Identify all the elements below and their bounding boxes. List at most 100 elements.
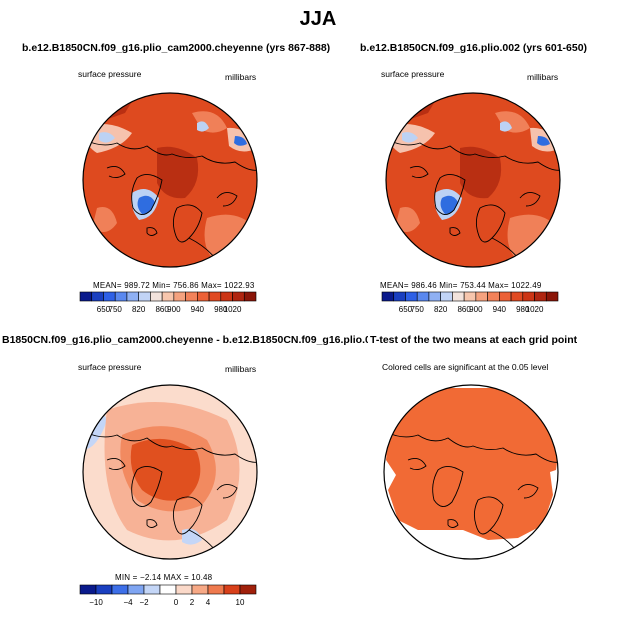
panel2-colorbar-box — [393, 291, 406, 302]
panel1-warm-patch-se — [204, 214, 255, 263]
panel1-colorbar-label: 750 — [109, 305, 123, 314]
panel3-units-label: millibars — [225, 364, 257, 374]
panel3-colorbar-label: 10 — [236, 598, 245, 607]
panel2-colorbar-box — [452, 291, 465, 302]
panel1-colorbar-box — [126, 291, 139, 302]
panel1-colorbar-label: 820 — [132, 305, 146, 314]
panel3-colorbar-label: −10 — [89, 598, 103, 607]
panel1-colorbar-label: 980 — [214, 305, 228, 314]
panel1-colorbar-box — [91, 291, 104, 302]
panel1-lightblue-patch — [99, 132, 115, 143]
panel2-lightblue-patch — [402, 132, 418, 143]
panel3-colorbar-box — [143, 584, 161, 595]
panel2-colorbar-box — [428, 291, 441, 302]
panel3-variable-label: surface pressure — [78, 362, 142, 372]
panel1-colorbar-box — [114, 291, 128, 302]
panel3-colorbar-labels: −10 −4 −2 0 2 4 10 — [89, 598, 245, 607]
panel2-colorbar-box — [510, 291, 524, 302]
panel1-blue-patch-ne — [234, 136, 247, 146]
panel1-colorbar-box — [150, 291, 163, 302]
panel1-colorbar-label: 940 — [191, 305, 205, 314]
panel3-colorbar-label: 0 — [174, 598, 179, 607]
panel1-colorbar-box — [232, 291, 245, 302]
panel4-title: T-test of the two means at each grid poi… — [370, 334, 578, 346]
panel2-colorbar-box — [545, 291, 559, 302]
panel3-map-border — [82, 384, 258, 560]
panel2-map — [385, 92, 561, 268]
panel3-map — [82, 384, 258, 560]
figure-title: JJA — [299, 8, 337, 30]
panel1-polar-dark — [157, 146, 199, 199]
panel2-colorbar-box — [440, 291, 453, 302]
panel2-warm-patch-se — [507, 214, 558, 263]
panel4-significant-region — [384, 388, 558, 540]
panel2-colorbar-label: 1020 — [526, 305, 544, 314]
panel2-polar-dark — [460, 146, 502, 199]
panel1-warm-patch-w — [92, 207, 117, 232]
panel2-colorbar-label: 820 — [434, 305, 448, 314]
panel2-colorbar-boxes — [381, 291, 559, 302]
panel2-colorbar-label: 650 — [399, 305, 413, 314]
panel1-colorbar-label: 900 — [167, 305, 181, 314]
panel1-title: b.e12.B1850CN.f09_g16.plio_cam2000.cheye… — [22, 42, 331, 54]
panel2-warm-patch-w — [395, 207, 420, 232]
panel3-colorbar-box — [175, 584, 193, 595]
panel4-map-border — [383, 384, 559, 560]
panel2-units-label: millibars — [527, 72, 559, 82]
panel4-subtitle: Colored cells are significant at the 0.0… — [382, 362, 549, 372]
panel1-units-label: millibars — [225, 72, 257, 82]
panel1-colorbar-box — [79, 291, 93, 302]
panel2-colorbar-box — [522, 291, 535, 302]
panel2-lightblue-patch-n — [500, 121, 512, 132]
panel3-colorbar-box — [191, 584, 209, 595]
panel2-colorbar-box — [416, 291, 430, 302]
panel1-colorbar-box — [173, 291, 186, 302]
panel2-colorbar-label: 750 — [411, 305, 425, 314]
panel1-map — [82, 92, 258, 268]
panel3-stats: MIN = −2.14 MAX = 10.48 — [115, 573, 213, 582]
panel3-title: B1850CN.f09_g16.plio_cam2000.cheyenne - … — [2, 334, 368, 346]
panel1-colorbar-box — [161, 291, 175, 302]
panel2-colorbar-box — [463, 291, 477, 302]
panel2-colorbar-label: 980 — [516, 305, 530, 314]
panel1-colorbar-label: 650 — [97, 305, 111, 314]
panel2-variable-label: surface pressure — [381, 69, 445, 79]
panel2-colorbar-box — [381, 291, 395, 302]
panel3-colorbar-label: 4 — [206, 598, 211, 607]
panel1-variable-label: surface pressure — [78, 69, 142, 79]
panel3-colorbar-boxes — [79, 584, 257, 595]
panel1-colorbar-label: 860 — [155, 305, 169, 314]
panel4-map — [383, 384, 559, 560]
panel3-negative-patch-s — [182, 528, 202, 545]
panel3-colorbar-label: 2 — [190, 598, 195, 607]
panel1-colorbar-label: 1020 — [224, 305, 242, 314]
panel3-colorbar-box — [111, 584, 129, 595]
panel2-colorbar-box — [487, 291, 500, 302]
panel1-map-border — [82, 92, 258, 268]
panel2-colorbar-box — [475, 291, 488, 302]
panel3-colorbar: −10 −4 −2 0 2 4 10 — [79, 584, 257, 607]
panel1-colorbar-boxes — [79, 291, 257, 302]
panel2-colorbar-label: 940 — [493, 305, 507, 314]
panel3-colorbar-box — [159, 584, 177, 595]
panel3-coastlines — [84, 431, 257, 559]
panel2-title: b.e12.B1850CN.f09_g16.plio.002 (yrs 601-… — [360, 42, 588, 54]
panel2-colorbar-box — [405, 291, 418, 302]
panel2-colorbar-box — [499, 291, 512, 302]
panel3-colorbar-box — [127, 584, 145, 595]
panel1-colorbar-box — [185, 291, 198, 302]
panel1-colorbar-box — [220, 291, 233, 302]
panel3-colorbar-box — [223, 584, 241, 595]
panel3-colorbar-label: −4 — [123, 598, 133, 607]
panel3-anomaly-max — [130, 438, 201, 501]
panel2-colorbar-label: 860 — [457, 305, 471, 314]
panel1-colorbar-box — [103, 291, 116, 302]
panel2-colorbar-box — [534, 291, 547, 302]
panel1-stats: MEAN= 989.72 Min= 756.86 Max= 1022.93 — [93, 281, 255, 290]
panel1-lightblue-patch-n — [197, 121, 209, 132]
panel3-colorbar-box — [79, 584, 97, 595]
panel1-colorbar-box — [197, 291, 210, 302]
